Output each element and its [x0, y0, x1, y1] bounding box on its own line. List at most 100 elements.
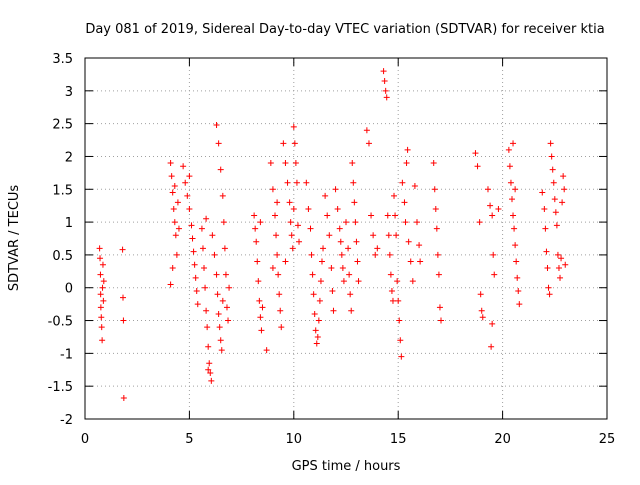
data-point — [416, 242, 423, 249]
data-point — [280, 140, 287, 147]
data-point — [318, 258, 325, 265]
data-point — [365, 140, 372, 147]
data-point — [204, 324, 211, 331]
data-point — [405, 238, 412, 245]
data-point — [189, 235, 196, 242]
data-point — [272, 212, 279, 219]
data-point — [472, 150, 479, 157]
data-point — [284, 179, 291, 186]
data-point — [372, 251, 379, 258]
data-point — [434, 251, 441, 258]
data-point — [282, 258, 289, 265]
data-point — [254, 258, 261, 265]
x-tick-label: 10 — [286, 432, 303, 447]
data-point — [311, 310, 318, 317]
data-point — [219, 192, 226, 199]
data-point — [99, 337, 106, 344]
y-tick-label: 3.5 — [52, 52, 73, 67]
data-point — [98, 324, 105, 331]
data-point — [251, 212, 258, 219]
data-point — [391, 192, 398, 199]
data-point — [409, 278, 416, 285]
grid-lines — [85, 58, 607, 419]
data-point — [403, 160, 410, 167]
y-tick-label: 3 — [65, 85, 73, 100]
data-point — [401, 199, 408, 206]
data-point — [328, 265, 335, 272]
data-point — [411, 182, 418, 189]
data-point — [511, 225, 518, 232]
data-point — [99, 261, 106, 268]
data-point — [218, 347, 225, 354]
data-point — [194, 301, 201, 308]
data-point — [172, 232, 179, 239]
data-point — [560, 173, 567, 180]
data-point — [338, 251, 345, 258]
data-point — [214, 291, 221, 298]
data-point — [215, 310, 222, 317]
data-point — [207, 370, 214, 377]
data-point — [381, 77, 388, 84]
data-point — [168, 173, 175, 180]
data-point — [220, 219, 227, 226]
data-point — [506, 163, 513, 170]
data-point — [539, 189, 546, 196]
data-point — [186, 205, 193, 212]
data-point — [205, 343, 212, 350]
data-point — [317, 278, 324, 285]
data-point — [288, 232, 295, 239]
data-point — [213, 121, 220, 128]
data-point — [258, 327, 265, 334]
data-point — [274, 199, 281, 206]
data-point — [202, 284, 209, 291]
y-tick-label: -1 — [60, 347, 73, 362]
data-point — [294, 222, 301, 229]
data-point — [308, 251, 315, 258]
data-point — [322, 192, 329, 199]
data-point — [489, 320, 496, 327]
data-point — [98, 314, 105, 321]
data-point — [292, 160, 299, 167]
data-point — [380, 68, 387, 75]
data-point — [510, 140, 517, 147]
data-point — [309, 271, 316, 278]
data-point — [186, 173, 193, 180]
data-point — [435, 271, 442, 278]
data-point — [549, 166, 556, 173]
data-point — [167, 160, 174, 167]
data-point — [385, 232, 392, 239]
data-point — [257, 314, 264, 321]
y-tick-label: 2.5 — [52, 118, 73, 133]
data-point — [382, 87, 389, 94]
data-point — [269, 265, 276, 272]
data-point — [476, 219, 483, 226]
x-tick-label: 5 — [185, 432, 193, 447]
data-point — [512, 186, 519, 193]
data-point — [291, 140, 298, 147]
data-point — [430, 160, 437, 167]
data-point — [203, 215, 210, 222]
data-point — [170, 205, 177, 212]
data-point — [273, 232, 280, 239]
data-points — [96, 68, 569, 401]
data-point — [209, 232, 216, 239]
data-point — [559, 199, 566, 206]
data-point — [203, 307, 210, 314]
data-point — [182, 179, 189, 186]
data-point — [543, 248, 550, 255]
y-axis-label: SDTVAR / TECUs — [7, 185, 22, 292]
data-point — [287, 219, 294, 226]
data-point — [438, 317, 445, 324]
data-point — [174, 199, 181, 206]
data-point — [557, 274, 564, 281]
data-point — [173, 251, 180, 258]
data-point — [399, 179, 406, 186]
data-point — [544, 265, 551, 272]
data-point — [345, 245, 352, 252]
data-point — [363, 127, 370, 134]
data-point — [169, 265, 176, 272]
axis-ticks — [84, 57, 608, 420]
data-point — [334, 205, 341, 212]
